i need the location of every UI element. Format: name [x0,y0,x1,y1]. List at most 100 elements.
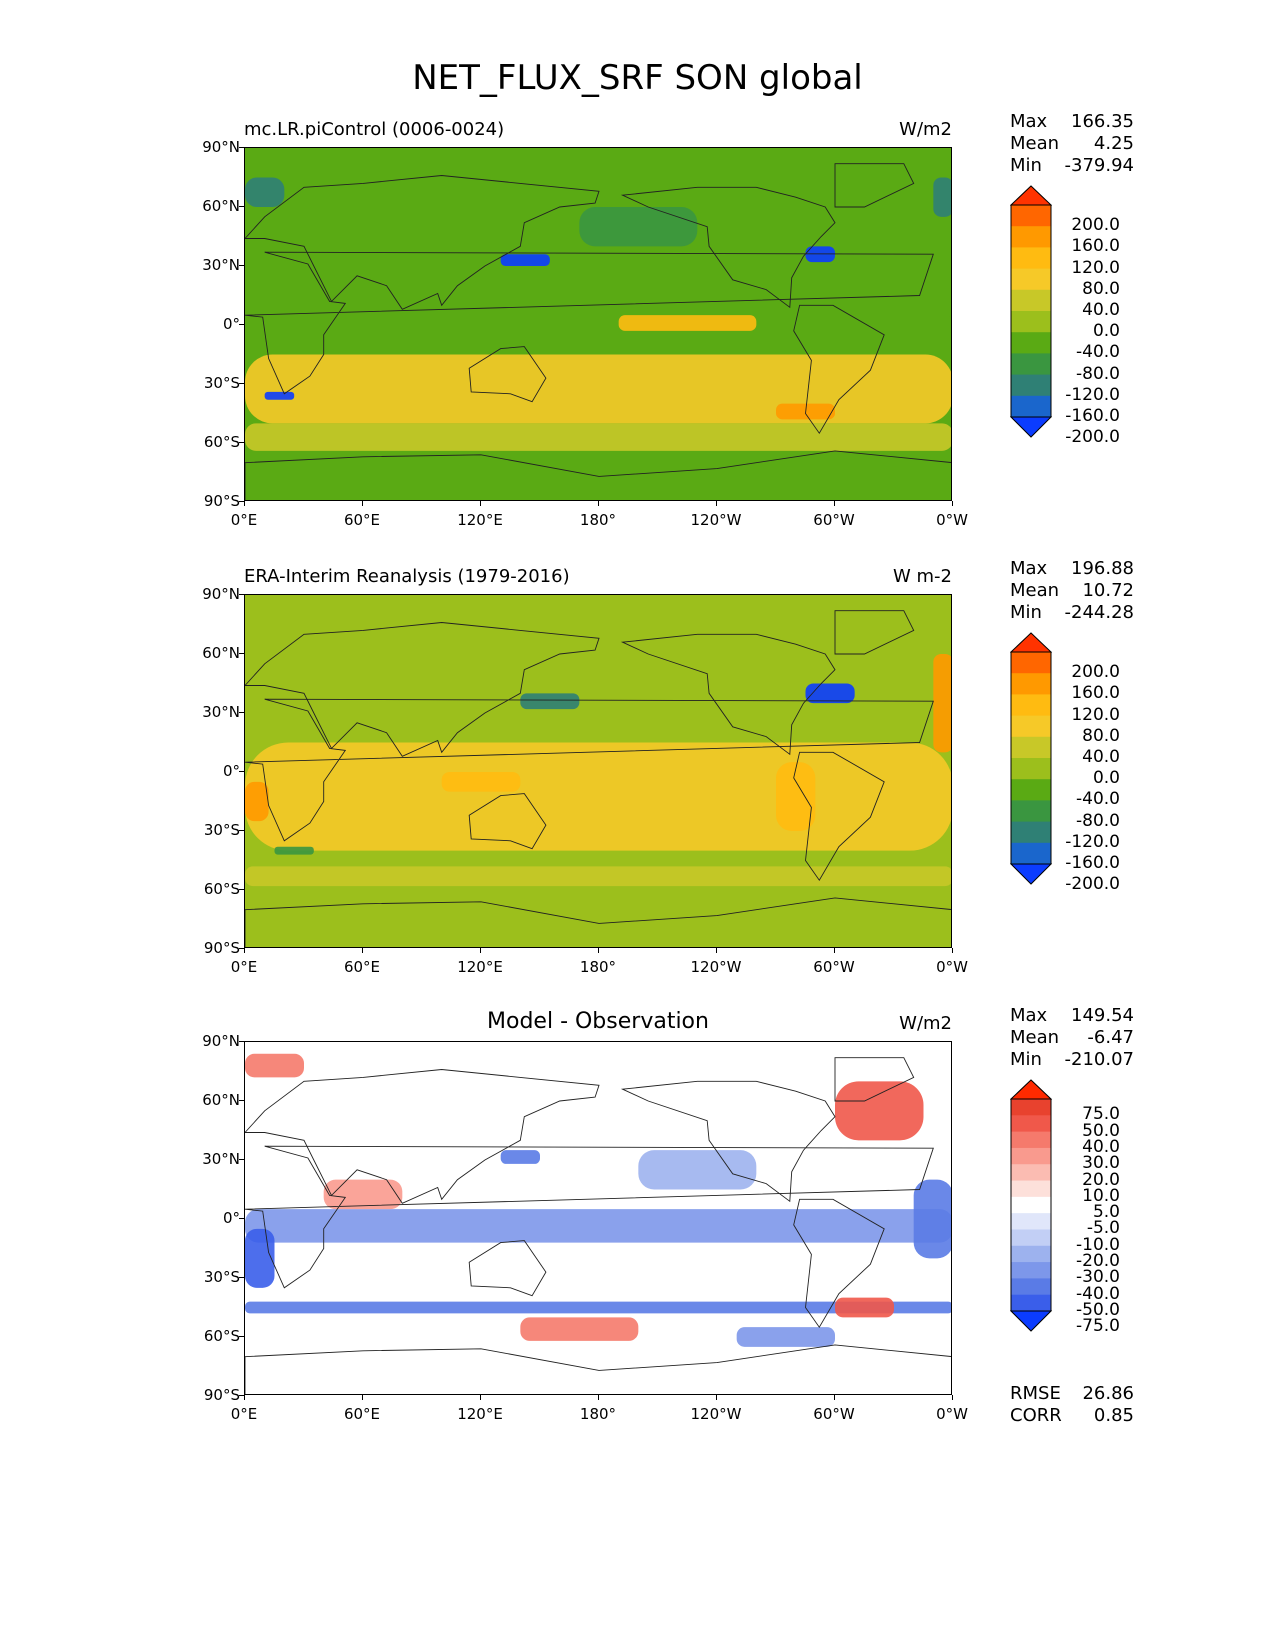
colorbar-level-label: 200.0 [1071,215,1120,236]
y-tick-mark [239,1395,244,1396]
stat-value: 4.25 [1093,133,1134,154]
colorbar-extend-min [1010,1310,1052,1332]
colorbar-segment [1011,715,1051,738]
colorbar-segment [1011,779,1051,801]
colorbar-segment [1011,395,1051,418]
x-tick-label: 0°W [936,511,968,529]
map-canvas [245,595,951,947]
coastline-eurasia [245,1069,600,1204]
colorbar-level-label: 10.0 [1082,1185,1120,1206]
field-region [933,654,951,753]
field-region [776,762,816,831]
y-tick-mark [239,324,244,325]
y-tick-label: 90°N [202,585,240,603]
colorbar-frame [1010,651,1052,865]
colorbar-level-label: -30.0 [1076,1267,1120,1288]
field-region [245,1209,951,1243]
panel-title: Model - Observation [487,1009,709,1034]
y-tick-label: 30°S [203,374,240,392]
y-tick-label: 60°S [203,1327,240,1345]
x-tick-label: 60°E [343,511,381,529]
stat-mean: Mean 4.25 [1010,133,1134,155]
coastline-south-america [793,304,885,435]
coastline-greenland [834,1057,915,1102]
coastline-africa [245,1145,934,1289]
colorbar-extend-max [1010,185,1052,206]
field-region [245,354,951,424]
coastline-antarctica [245,450,951,500]
y-tick-mark [239,1100,244,1101]
coastline-greenland [834,163,915,208]
y-tick-mark [239,501,244,502]
colorbar-segment [1011,673,1051,695]
field-region [805,683,855,704]
x-tick-label: 120°E [457,958,503,976]
colorbar [1010,1079,1052,1332]
x-tick-label: 120°W [690,1405,742,1423]
colorbar-level-label: 40.0 [1082,300,1120,320]
y-tick-label: 60°N [202,197,240,215]
x-tick-mark [362,1395,363,1400]
colorbar-level-label: 80.0 [1082,278,1120,299]
y-tick-mark [239,1218,244,1219]
colorbar-level-label: -10.0 [1076,1234,1120,1255]
x-tick-label: 120°W [690,958,742,976]
stat-mean: Mean 10.72 [1010,580,1134,602]
colorbar-level-label: 20.0 [1082,1169,1120,1190]
colorbar-segment [1011,1115,1051,1133]
figure-title: NET_FLUX_SRF SON global [412,58,863,98]
y-tick-label: 60°S [203,433,240,451]
y-tick-label: 90°S [203,939,240,957]
colorbar-level-label: 30.0 [1082,1153,1120,1174]
y-tick-label: 0° [222,762,240,780]
field-region [579,207,698,247]
stat-min: Min -244.28 [1010,602,1134,624]
x-tick-label: 0°E [230,1405,258,1423]
x-tick-label: 0°E [230,511,258,529]
colorbar-frame [1010,204,1052,418]
y-tick-label: 60°N [202,644,240,662]
x-tick-mark [244,948,245,953]
coastline-australia [468,1240,547,1297]
x-tick-mark [480,501,481,506]
field-region [245,742,951,851]
colorbar-segment [1011,289,1051,312]
x-tick-label: 120°E [457,511,503,529]
x-tick-mark [952,1395,953,1400]
coastline-south-america [793,751,885,882]
stat-value: 149.54 [1071,1005,1134,1026]
stat-label: Max [1010,558,1048,579]
colorbar-level-label: -120.0 [1065,831,1120,852]
stat-max: Max 166.35 [1010,111,1134,133]
colorbar-level-label: 160.0 [1071,236,1120,257]
colorbar-segment [1011,205,1051,227]
x-tick-label: 120°W [690,511,742,529]
y-tick-mark [239,889,244,890]
colorbar-segment [1011,1147,1051,1165]
colorbar-level-label: -80.0 [1076,810,1120,831]
y-tick-mark [239,265,244,266]
colorbar-level-label: 40.0 [1082,1136,1120,1157]
colorbar-level-label: -20.0 [1076,1251,1120,1272]
colorbar-segment [1011,800,1051,823]
y-tick-mark [239,594,244,595]
x-tick-label: 60°W [813,511,855,529]
colorbar-segment [1011,736,1051,759]
coastline-antarctica [245,1344,951,1394]
y-tick-mark [239,771,244,772]
stat-value: -6.47 [1087,1027,1134,1048]
y-tick-mark [239,830,244,831]
colorbar-level-label: -40.0 [1076,789,1120,810]
colorbar-extend-min [1010,863,1052,885]
field-region [274,846,314,855]
y-tick-label: 30°N [202,1150,240,1168]
field-region [245,781,269,822]
colorbar-segment [1011,1262,1051,1279]
coastline-africa [245,698,934,842]
x-tick-mark [244,501,245,506]
y-tick-label: 30°N [202,256,240,274]
field-region [245,1301,951,1314]
field-region [500,1150,540,1164]
colorbar-segment [1011,758,1051,780]
map-difference [244,1041,952,1395]
